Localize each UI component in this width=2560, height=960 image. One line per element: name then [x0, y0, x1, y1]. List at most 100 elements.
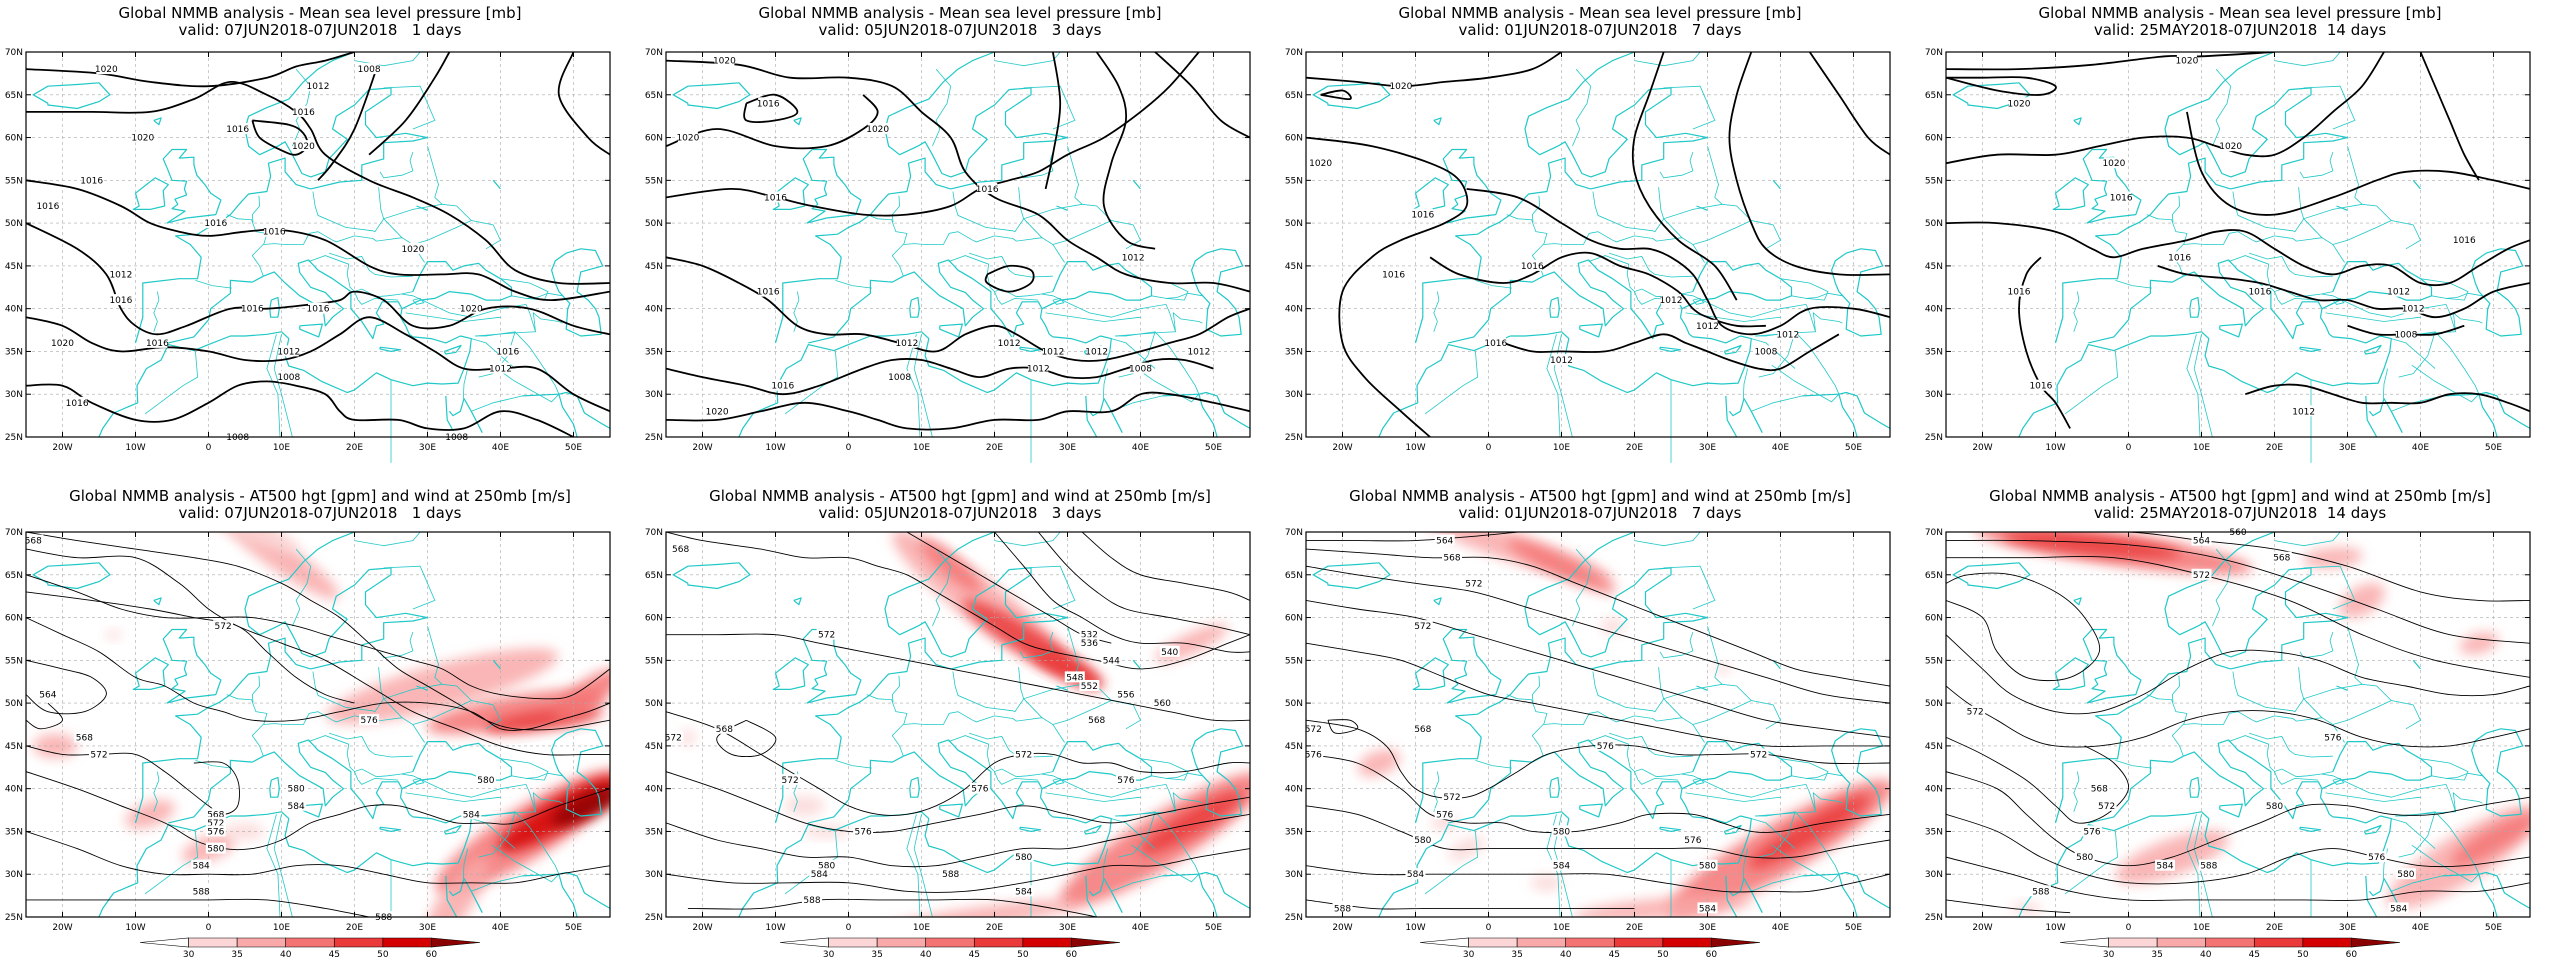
- lon-tick-label: 50E: [2485, 923, 2502, 933]
- lon-tick-label: 0: [206, 923, 212, 933]
- contour-label-bg: [1086, 345, 1107, 357]
- coastline: [1019, 826, 1042, 832]
- country-border: [1707, 145, 1723, 205]
- map-frame: [1305, 531, 1891, 918]
- coastline: [132, 657, 169, 690]
- lat-tick-label: 30N: [645, 390, 663, 400]
- country-border: [1794, 331, 1840, 395]
- contour-line: [1306, 805, 1890, 859]
- country-border: [1531, 675, 1541, 703]
- contour-label-bg: [1332, 902, 1353, 914]
- map-panel: 1020 1016 1020 1012 1008 1016 1020 1016 1016 1016…: [0, 0, 640, 480]
- contour-label-bg: [2403, 302, 2424, 314]
- colorbar-swatch: [236, 937, 287, 948]
- coastline: [2018, 308, 2392, 438]
- jet-streak: [1600, 618, 1625, 635]
- panel-title-main: Global NMMB analysis - Mean sea level pr…: [1398, 4, 1802, 22]
- contour-label-bg: [1115, 688, 1136, 700]
- lon-tick-label: 10E: [2193, 923, 2210, 933]
- coastline: [522, 393, 578, 438]
- contour-label-bg: [81, 174, 102, 186]
- lat-tick-label: 45N: [645, 742, 663, 752]
- colorbar-swatch: [2059, 937, 2109, 948]
- country-border: [532, 791, 563, 812]
- contour-label: 1020: [713, 57, 736, 67]
- country-border: [511, 772, 549, 779]
- country-border: [427, 145, 443, 205]
- contour-label: 1008: [277, 373, 300, 383]
- lon-tick-label: 50E: [1845, 443, 1862, 453]
- contour-label-bg: [2388, 285, 2409, 297]
- lon-tick-label: 10E: [913, 923, 930, 933]
- country-border: [1791, 772, 1829, 779]
- colorbar-swatch: [1419, 937, 1469, 948]
- map-background: [1306, 52, 1890, 437]
- lon-tick-label: 10W: [2045, 923, 2065, 933]
- contour-label: 584: [1699, 904, 1716, 914]
- contour-line: [557, 52, 610, 156]
- contour-label: 1020: [292, 142, 315, 152]
- contour-label-bg: [1434, 534, 1455, 546]
- contour-label: 1020: [706, 407, 729, 417]
- contour-label: 1008: [226, 433, 249, 443]
- coastline: [448, 877, 483, 913]
- contour-label: 568: [716, 725, 733, 735]
- lat-tick-label: 65N: [5, 571, 23, 581]
- country-border: [1187, 772, 1211, 784]
- contour-label-bg: [1522, 259, 1543, 271]
- contour-label-bg: [278, 345, 299, 357]
- country-border: [1111, 875, 1163, 892]
- contour-label: 1012: [1660, 296, 1683, 306]
- contour-label-bg: [940, 868, 961, 880]
- contour-label: 588: [2200, 862, 2217, 872]
- lat-tick-label: 35N: [5, 827, 23, 837]
- coastline: [2054, 51, 2349, 344]
- panel-title: Global NMMB analysis - AT500 hgt [gpm] a…: [640, 488, 1280, 522]
- contour-labels: 1020 1016 1020 1020 1016 1016 1016 1012 1012 1012…: [676, 54, 1210, 417]
- coastline: [672, 562, 751, 590]
- contour-line: [1631, 52, 1738, 301]
- contour-label: 1012: [2387, 288, 2410, 298]
- coastline: [1378, 308, 1752, 438]
- country-border: [994, 291, 1039, 305]
- jet-streak: [679, 729, 696, 746]
- map-frame: [665, 51, 1251, 438]
- contour-label: 1012: [1027, 365, 1050, 375]
- contour-label: 1016: [2110, 193, 2133, 203]
- contour-label: 1016: [757, 99, 780, 109]
- lat-tick-label: 50N: [5, 219, 23, 229]
- contour-label: 1020: [1309, 159, 1332, 169]
- coastline: [32, 82, 111, 110]
- contour-label: 576: [207, 827, 224, 837]
- lon-tick-label: 30E: [1699, 923, 1716, 933]
- lon-tick-label: 30E: [2339, 923, 2356, 933]
- country-border: [2332, 700, 2392, 725]
- contour-label: 1012: [277, 347, 300, 357]
- panel-valid-period: valid: 01JUN2018-07JUN2018 7 days: [1458, 21, 1742, 39]
- country-border: [1140, 758, 1189, 781]
- contour-label: 1020: [95, 65, 118, 75]
- contour-label: 572: [215, 622, 232, 632]
- lon-tick-label: 10W: [2045, 443, 2065, 453]
- jet-streak: [784, 795, 825, 816]
- coastline: [2299, 346, 2322, 352]
- country-border: [2171, 675, 2181, 703]
- contour-label-bg: [1013, 748, 1034, 760]
- country-border: [1543, 231, 1705, 263]
- contour-label: 580: [288, 785, 305, 795]
- country-border: [2452, 311, 2483, 332]
- contour-label-bg: [293, 140, 314, 152]
- coastline: [1442, 628, 1502, 704]
- country-border: [328, 252, 413, 278]
- contour-label: 588: [2032, 887, 2049, 897]
- coastline: [772, 657, 809, 690]
- contour-label-bg: [2030, 885, 2051, 897]
- contour-line: [26, 380, 574, 437]
- map-frame: [1305, 51, 1891, 438]
- country-border: [263, 711, 425, 743]
- contour-label: 584: [1407, 870, 1424, 880]
- contour-line: [743, 93, 799, 123]
- contour-label: 1020: [2219, 142, 2242, 152]
- coastline: [1448, 739, 1793, 824]
- contour-line: [2186, 111, 2530, 216]
